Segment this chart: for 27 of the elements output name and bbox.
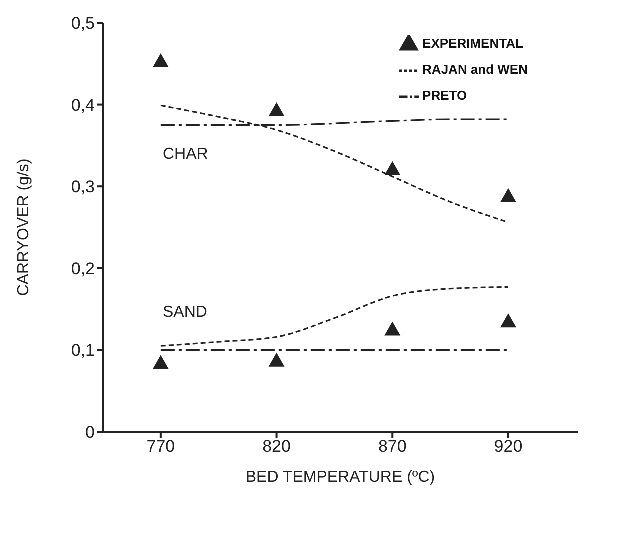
y-tick-label: 0,1 <box>71 341 95 360</box>
legend-label: RAJAN and WEN <box>422 62 528 77</box>
point <box>384 322 401 336</box>
x-tick-label: 770 <box>146 437 176 456</box>
y-tick-label: 0,5 <box>71 14 95 34</box>
y-axis-title: CARRYOVER (g/s) <box>16 158 33 296</box>
annotation: SAND <box>163 304 208 322</box>
legend-label: EXPERIMENTAL <box>422 36 524 51</box>
y-tick-label: 0 <box>86 423 95 442</box>
point <box>384 161 401 176</box>
x-axis-title: BED TEMPERATURE (ºC) <box>246 469 436 486</box>
y-tick-label: 0,4 <box>71 96 95 115</box>
annotation: CHAR <box>163 146 208 164</box>
x-tick-label: 870 <box>378 437 407 456</box>
point <box>500 314 516 328</box>
point <box>500 188 516 202</box>
x-tick-label: 820 <box>262 437 291 456</box>
point <box>152 355 169 370</box>
point <box>152 53 169 68</box>
point <box>268 352 285 367</box>
legend-label: PRETO <box>422 88 468 103</box>
x-tick-label: 920 <box>494 437 523 456</box>
y-tick-label: 0,3 <box>71 178 95 197</box>
y-tick-label: 0,2 <box>71 259 95 278</box>
line-series <box>160 104 510 224</box>
point <box>268 102 285 117</box>
line-series <box>160 286 510 347</box>
